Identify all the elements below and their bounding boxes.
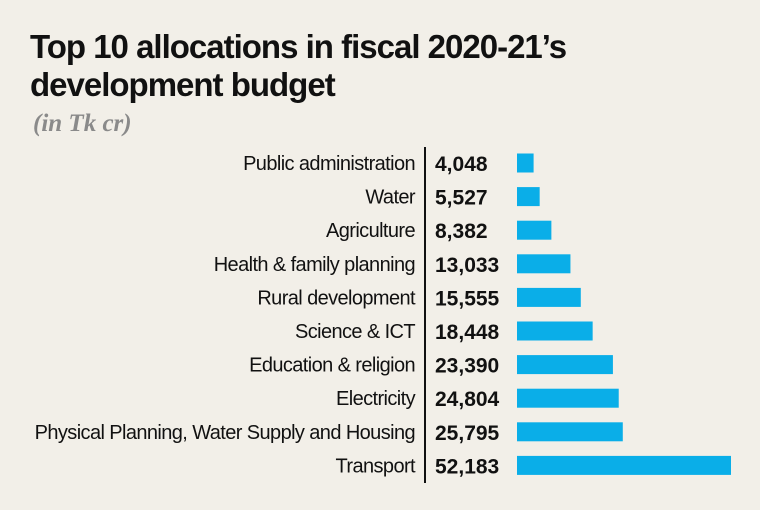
category-label: Rural development [257,287,416,309]
value-label: 4,048 [435,153,488,176]
category-label: Water [365,187,416,209]
category-label: Transport [336,455,416,477]
chart-subtitle: (in Tk cr) [33,110,132,137]
category-label: Science & ICT [295,321,415,343]
category-label: Public administration [243,153,415,175]
bar [517,455,731,475]
bar [517,422,623,442]
category-label: Physical Planning, Water Supply and Hous… [35,422,415,444]
chart-title: Top 10 allocations in fiscal 2020-21’s d… [30,28,567,103]
value-label: 52,183 [435,455,499,478]
bar [517,254,571,274]
bar [517,153,534,173]
bar [517,187,540,207]
value-label: 25,795 [435,422,500,445]
value-label: 13,033 [435,254,499,277]
category-label: Electricity [336,388,416,410]
value-label: 5,527 [435,187,488,210]
category-label: Education & religion [249,355,415,377]
bar [517,321,593,341]
bar [517,388,619,408]
value-label: 15,555 [435,287,500,310]
value-label: 23,390 [435,355,499,378]
value-label: 18,448 [435,321,500,344]
bar [517,355,613,375]
value-label: 24,804 [435,388,500,411]
category-label: Health & family planning [214,254,415,276]
bar [517,287,581,307]
category-label: Agriculture [326,220,415,242]
bar [517,220,552,240]
value-label: 8,382 [435,220,488,243]
